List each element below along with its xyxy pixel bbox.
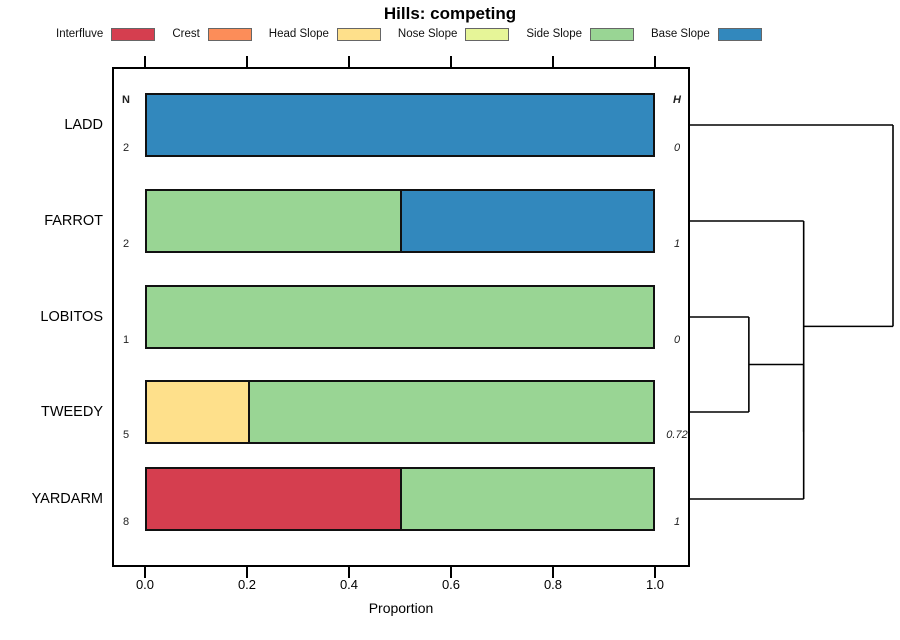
bar-farrot — [145, 189, 655, 253]
legend-label-base-slope: Base Slope — [651, 28, 710, 40]
n-value-tweedy: 5 — [122, 429, 130, 441]
bar-segment-farrot-side-slope — [147, 191, 400, 251]
x-tick-label-1.0: 1.0 — [645, 577, 665, 592]
legend-label-side-slope: Side Slope — [526, 28, 582, 40]
x-tick-top-0.2 — [246, 56, 248, 67]
x-tick-label-0.8: 0.8 — [543, 577, 563, 592]
bar-segment-yardarm-side-slope — [400, 469, 653, 529]
legend-swatch-base-slope — [717, 27, 762, 41]
x-tick-bottom-0.4 — [348, 567, 350, 578]
n-value-ladd: 2 — [122, 142, 130, 154]
x-axis-title: Proportion — [368, 600, 434, 616]
legend-swatch-crest — [207, 27, 252, 41]
x-tick-label-0.6: 0.6 — [441, 577, 461, 592]
bar-segment-yardarm-interfluve — [147, 469, 400, 529]
x-tick-label-0.0: 0.0 — [135, 577, 155, 592]
x-tick-bottom-0.0 — [144, 567, 146, 578]
bar-lobitos — [145, 285, 655, 349]
legend-swatch-nose-slope — [465, 27, 510, 41]
h-value-farrot: 1 — [673, 238, 681, 250]
h-value-yardarm: 1 — [673, 516, 681, 528]
x-tick-bottom-1.0 — [654, 567, 656, 578]
legend-swatch-interfluve — [111, 27, 156, 41]
bar-segment-tweedy-head-slope — [147, 382, 249, 442]
bar-segment-tweedy-side-slope — [248, 382, 653, 442]
legend-swatch-head-slope — [336, 27, 381, 41]
x-tick-bottom-0.6 — [450, 567, 452, 578]
x-tick-bottom-0.8 — [552, 567, 554, 578]
legend-label-head-slope: Head Slope — [268, 28, 329, 40]
legend-item-nose-slope: Nose Slope — [397, 27, 510, 41]
x-tick-top-1.0 — [654, 56, 656, 67]
h-column-header: H — [673, 94, 681, 106]
legend-item-crest: Crest — [172, 27, 252, 41]
legend-item-base-slope: Base Slope — [651, 27, 762, 41]
y-label-lobitos: LOBITOS — [40, 309, 103, 325]
legend-label-interfluve: Interfluve — [56, 28, 104, 40]
x-tick-top-0.8 — [552, 56, 554, 67]
bar-ladd — [145, 93, 655, 157]
legend-item-side-slope: Side Slope — [526, 27, 634, 41]
y-label-ladd: LADD — [64, 117, 103, 133]
bar-segment-lobitos-side-slope — [147, 287, 653, 347]
h-value-ladd: 0 — [673, 142, 681, 154]
x-tick-label-0.2: 0.2 — [237, 577, 257, 592]
bar-segment-ladd-base-slope — [147, 95, 653, 155]
n-value-farrot: 2 — [122, 238, 130, 250]
h-value-lobitos: 0 — [673, 334, 681, 346]
chart-title: Hills: competing — [383, 4, 517, 23]
y-label-tweedy: TWEEDY — [40, 404, 103, 420]
x-tick-top-0.4 — [348, 56, 350, 67]
h-value-tweedy: 0.72 — [666, 429, 688, 441]
x-tick-top-0.6 — [450, 56, 452, 67]
x-tick-top-0.0 — [144, 56, 146, 67]
n-column-header: N — [122, 94, 130, 106]
legend-item-interfluve: Interfluve — [56, 27, 156, 41]
legend-label-nose-slope: Nose Slope — [397, 28, 458, 40]
x-tick-label-0.4: 0.4 — [339, 577, 359, 592]
bar-yardarm — [145, 467, 655, 531]
bar-tweedy — [145, 380, 655, 444]
n-value-yardarm: 8 — [122, 516, 130, 528]
x-tick-bottom-0.2 — [246, 567, 248, 578]
y-label-farrot: FARROT — [44, 213, 103, 229]
legend-swatch-side-slope — [590, 27, 634, 41]
legend-item-head-slope: Head Slope — [268, 27, 381, 41]
n-value-lobitos: 1 — [122, 334, 130, 346]
legend: Interfluve Crest Head Slope Nose Slope Side … — [56, 26, 762, 42]
legend-label-crest: Crest — [172, 28, 200, 40]
y-label-yardarm: YARDARM — [31, 491, 103, 507]
bar-segment-farrot-base-slope — [400, 191, 653, 251]
